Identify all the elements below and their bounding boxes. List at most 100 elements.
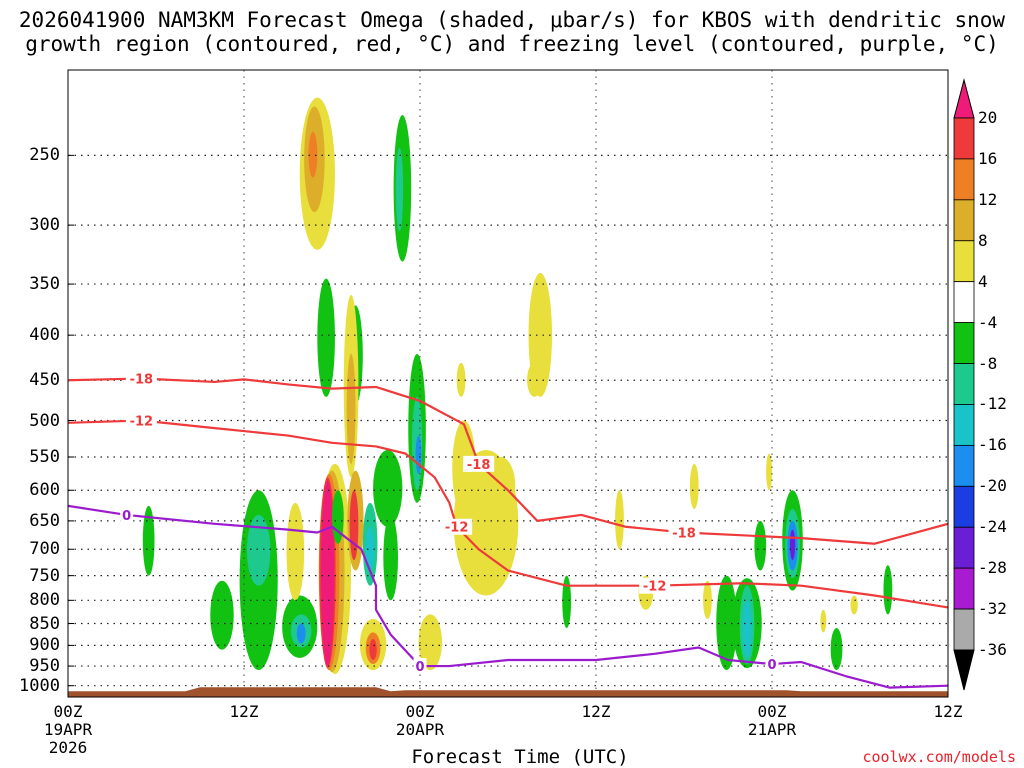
colorbar-tick-label: -16	[978, 435, 1007, 455]
contour-label: -18	[467, 458, 491, 473]
plot-frame	[67, 69, 949, 698]
omega-cell	[850, 595, 858, 615]
y-tick-label: 600	[29, 480, 60, 501]
contour-label-bg	[120, 506, 134, 523]
omega-cell	[703, 580, 712, 619]
colorbar-swatch	[953, 404, 975, 446]
omega-cell	[766, 453, 772, 491]
y-tick-label: 550	[29, 446, 60, 467]
x-tick-date: 19APR	[43, 720, 93, 739]
contour-label-bg	[668, 524, 700, 541]
x-tick-label: 12Z	[229, 702, 259, 721]
colorbar-swatch	[953, 158, 975, 201]
colorbar-tick-label: -32	[978, 599, 1007, 619]
omega-cell	[365, 526, 375, 571]
temperature-contours: -18 -18 -18 -12 -12 -12 0 0 0	[68, 370, 948, 689]
y-tick-label: 950	[29, 656, 60, 677]
omega-cell	[308, 131, 318, 178]
contour-label: -12	[643, 580, 667, 595]
y-tick-label: 400	[29, 325, 60, 346]
contour-label-bg	[413, 658, 427, 675]
omega-cell	[210, 580, 234, 650]
contour-label-bg	[125, 370, 157, 387]
omega-cell	[527, 362, 542, 397]
colorbar-tick-label: -8	[978, 353, 998, 373]
contour-label: 0	[767, 658, 776, 673]
omega-cell	[883, 565, 893, 615]
omega-cell	[286, 502, 305, 601]
y-tick-label: 650	[29, 510, 60, 531]
colorbar-swatch	[953, 567, 975, 610]
contour-label: 0	[415, 660, 424, 675]
y-tick-label: 900	[29, 635, 60, 656]
x-tick-label: 12Z	[933, 702, 963, 721]
x-tick-label: 00Z	[53, 702, 83, 721]
x-tick-label: 00Z	[405, 702, 435, 721]
colorbar-swatch	[953, 608, 975, 651]
colorbar-tick-label: 16	[978, 148, 998, 168]
contour-label-bg	[441, 518, 473, 535]
colorbar-tick-label: -24	[978, 517, 1007, 537]
contour-label-bg	[639, 577, 671, 594]
x-tick-date: 21APR	[747, 720, 797, 739]
x-tick-label: 00Z	[757, 702, 787, 721]
colorbar	[953, 78, 975, 691]
omega-cell	[373, 449, 403, 527]
x-tick-label: 12Z	[581, 702, 611, 721]
omega-cell	[395, 147, 404, 232]
contour-label-bg	[125, 412, 157, 429]
omega-cell	[296, 623, 306, 644]
omega-cell	[456, 362, 466, 397]
y-tick-label: 700	[29, 539, 60, 560]
colorbar-tick-label: -20	[978, 476, 1007, 496]
chart-title-line-1: 2026041900 NAM3KM Forecast Omega (shaded…	[18, 8, 1006, 32]
colorbar-swatch	[953, 363, 975, 405]
colorbar-swatch	[953, 240, 975, 283]
omega-cell	[830, 627, 843, 671]
y-tick-label: 450	[29, 370, 60, 391]
colorbar-swatch	[953, 281, 975, 324]
omega-cell	[820, 609, 827, 633]
omega-cell	[346, 353, 356, 464]
colorbar-swatch	[953, 526, 975, 569]
site-credit: coolwx.com/models	[862, 748, 1016, 766]
omega-cell	[415, 435, 422, 474]
omega-cell	[246, 514, 271, 586]
x-axis-label: Forecast Time (UTC)	[411, 746, 629, 768]
colorbar-tick-label: 8	[978, 230, 988, 250]
colorbar-swatch	[953, 322, 975, 364]
contour-label-bg	[463, 455, 495, 472]
colorbar-tick-label: 4	[978, 271, 988, 291]
colorbar-top-arrow	[953, 78, 975, 119]
y-tick-label: 350	[29, 274, 60, 295]
omega-cell	[317, 278, 335, 397]
omega-cell	[418, 614, 442, 671]
omega-cell	[689, 463, 699, 509]
contour-line	[68, 419, 948, 609]
contour-label: -18	[130, 373, 154, 388]
contour-label: -12	[445, 521, 469, 536]
y-tick-label: 250	[29, 145, 60, 166]
colorbar-tick-label: 12	[978, 189, 998, 209]
colorbar-tick-label: -12	[978, 394, 1007, 414]
omega-cell	[615, 490, 624, 550]
omega-cell	[383, 514, 398, 601]
chart-title-line-2: growth region (contoured, red, °C) and f…	[25, 32, 999, 56]
colorbar-bottom-arrow	[953, 649, 975, 691]
omega-cell	[789, 529, 796, 561]
omega-cell	[754, 520, 767, 571]
contour-label-bg	[765, 656, 779, 673]
omega-cell	[142, 505, 155, 576]
y-tick-label: 300	[29, 215, 60, 236]
omega-cell	[716, 575, 737, 671]
y-tick-label: 500	[29, 410, 60, 431]
colorbar-swatch	[953, 444, 975, 487]
colorbar-tick-label: -4	[978, 312, 998, 332]
omega-cell	[321, 480, 335, 667]
colorbar-tick-label: -36	[978, 640, 1007, 659]
y-tick-label: 750	[29, 565, 60, 586]
x-tick-date: 20APR	[395, 720, 445, 739]
plot-area	[68, 70, 948, 697]
colorbar-swatch	[953, 117, 975, 160]
contour-label: -18	[672, 526, 696, 541]
